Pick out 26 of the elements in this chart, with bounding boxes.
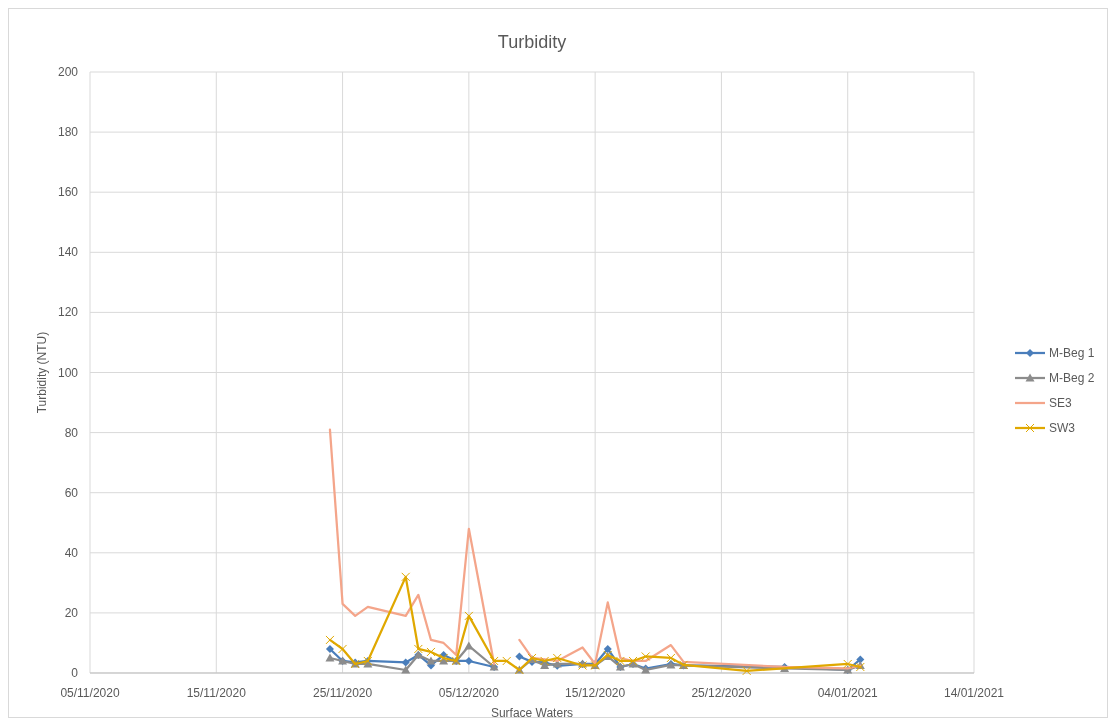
x-tick-label: 14/01/2021 xyxy=(943,686,1005,700)
x-tick-label: 15/12/2020 xyxy=(565,686,626,700)
x-tick-label: 15/11/2020 xyxy=(186,686,247,700)
y-tick-label: 20 xyxy=(64,605,79,620)
chart-title: Turbidity xyxy=(497,32,567,52)
x-tick-label: 25/12/2020 xyxy=(691,686,752,700)
x-tick-label: 25/11/2020 xyxy=(312,686,373,700)
legend-label: M-Beg 2 xyxy=(1049,371,1095,385)
y-axis-title: Turbidity (NTU) xyxy=(35,331,49,414)
x-tick-label: 04/01/2021 xyxy=(817,686,879,700)
y-tick-label: 80 xyxy=(64,425,79,440)
y-tick-label: 120 xyxy=(57,305,79,320)
y-tick-label: 140 xyxy=(57,245,79,260)
y-tick-label: 40 xyxy=(64,545,79,560)
y-tick-label: 160 xyxy=(57,185,79,200)
y-tick-label: 60 xyxy=(64,485,79,500)
y-tick-label: 180 xyxy=(57,125,79,140)
legend-label: M-Beg 1 xyxy=(1049,346,1095,360)
y-tick-label: 200 xyxy=(57,65,79,79)
y-tick-label: 0 xyxy=(71,666,79,680)
x-axis-title: Surface Waters xyxy=(490,706,574,720)
x-tick-label: 05/12/2020 xyxy=(438,686,500,700)
x-tick-label: 05/11/2020 xyxy=(60,686,120,700)
legend-label: SW3 xyxy=(1049,421,1076,435)
legend-label: SE3 xyxy=(1049,396,1073,410)
y-tick-label: 100 xyxy=(57,365,79,380)
